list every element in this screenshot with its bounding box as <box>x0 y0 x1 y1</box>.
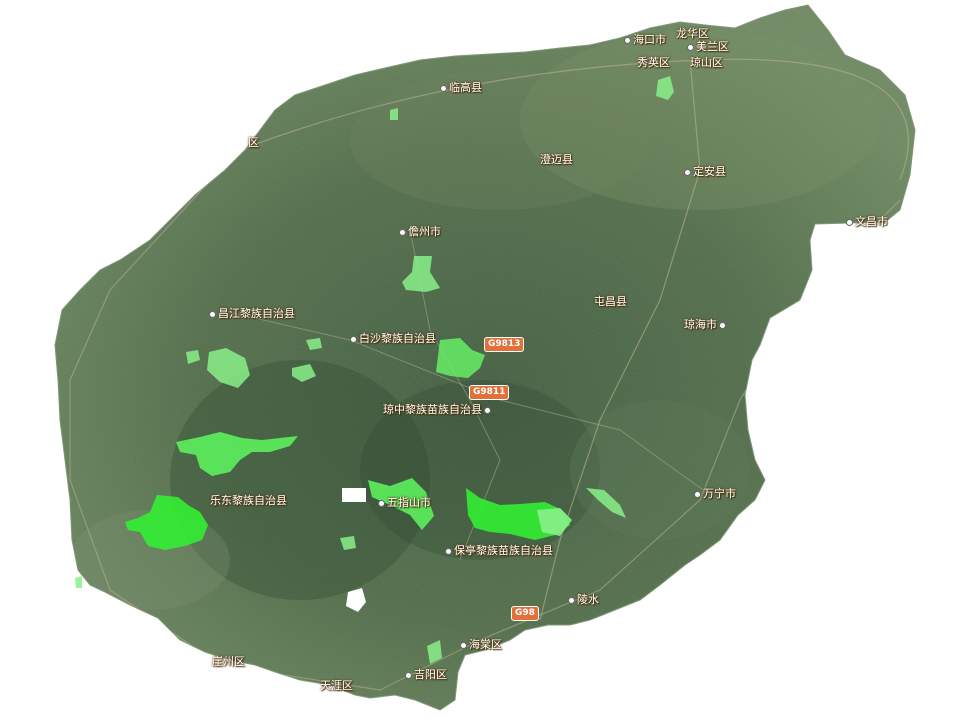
city-marker-icon <box>624 36 631 44</box>
city-marker-icon <box>399 228 406 236</box>
city-marker-icon <box>460 641 467 649</box>
city-label-lingao[interactable]: 临高县 <box>440 81 482 94</box>
reserve-area[interactable] <box>537 508 572 536</box>
city-label-wuzhishan[interactable]: 五指山市 <box>378 496 431 509</box>
city-marker-icon <box>684 168 691 176</box>
city-label-tianya[interactable]: 天涯区 <box>320 679 353 692</box>
city-label-meilan[interactable]: 美兰区 <box>687 40 729 53</box>
reserve-area[interactable] <box>186 350 200 364</box>
reserve-area[interactable] <box>340 536 356 550</box>
road <box>219 309 711 496</box>
reserve-area[interactable] <box>390 108 398 120</box>
city-marker-icon <box>694 490 701 498</box>
reserve-area[interactable] <box>176 432 298 476</box>
city-label-yazhou[interactable]: 崖州区 <box>212 655 245 668</box>
city-label-qiongshan[interactable]: 琼山区 <box>690 56 723 69</box>
reserve-area[interactable] <box>75 576 82 588</box>
city-label-baoting[interactable]: 保亭黎族苗族自治县 <box>445 544 553 557</box>
city-label-west-edge[interactable]: 区 <box>248 136 259 149</box>
reserve-area[interactable] <box>125 495 208 550</box>
city-marker-icon <box>405 671 412 679</box>
city-marker-icon <box>350 335 357 343</box>
road <box>539 59 701 621</box>
city-marker-icon <box>440 84 447 92</box>
reserve-area[interactable] <box>292 364 316 382</box>
road <box>239 58 909 181</box>
city-label-chengmai[interactable]: 澄迈县 <box>540 153 573 166</box>
city-label-dingan[interactable]: 定安县 <box>684 165 726 178</box>
reserve-area[interactable] <box>427 640 442 664</box>
reserve-area[interactable] <box>402 256 440 292</box>
highway-shield-g9811[interactable]: G9811 <box>469 385 510 400</box>
city-label-tunchang[interactable]: 屯昌县 <box>594 295 627 308</box>
city-label-lingshui[interactable]: 陵水 <box>568 593 599 606</box>
city-marker-icon <box>484 406 491 414</box>
city-label-jiyang[interactable]: 吉阳区 <box>405 668 447 681</box>
city-label-qiongzhong[interactable]: 琼中黎族苗族自治县 <box>383 403 493 416</box>
reserve-area[interactable] <box>207 348 250 388</box>
reserve-area[interactable] <box>586 488 626 518</box>
city-label-longhua[interactable]: 龙华区 <box>676 27 709 40</box>
city-label-changjiang[interactable]: 昌江黎族自治县 <box>209 307 295 320</box>
city-label-baisha[interactable]: 白沙黎族自治县 <box>350 332 436 345</box>
city-marker-icon <box>719 321 726 329</box>
city-label-wanning[interactable]: 万宁市 <box>694 487 736 500</box>
blank-patch <box>346 588 366 612</box>
city-label-danzhou[interactable]: 儋州市 <box>399 225 441 238</box>
city-marker-icon <box>687 43 694 51</box>
reserve-area[interactable] <box>368 478 434 530</box>
reserve-area[interactable] <box>306 338 322 350</box>
reserve-area[interactable] <box>656 76 674 100</box>
city-marker-icon <box>445 547 452 555</box>
reserve-areas <box>75 76 674 664</box>
road <box>409 229 501 561</box>
city-marker-icon <box>568 596 575 604</box>
city-marker-icon <box>209 310 216 318</box>
city-marker-icon <box>846 218 853 226</box>
city-label-ledong[interactable]: 乐东黎族自治县 <box>210 494 287 507</box>
city-label-qionghai[interactable]: 琼海市 <box>684 318 728 331</box>
reserve-area[interactable] <box>436 338 485 378</box>
city-marker-icon <box>378 499 385 507</box>
city-label-wenchang[interactable]: 文昌市 <box>846 215 888 228</box>
city-label-haikou[interactable]: 海口市 <box>624 33 666 46</box>
road <box>69 169 901 691</box>
city-label-xiuying[interactable]: 秀英区 <box>637 56 670 69</box>
highway-shield-g9813[interactable]: G9813 <box>484 337 525 352</box>
city-label-haitang[interactable]: 海棠区 <box>460 638 502 651</box>
highway-shield-g98[interactable]: G98 <box>511 606 539 621</box>
blank-patch <box>342 488 366 502</box>
